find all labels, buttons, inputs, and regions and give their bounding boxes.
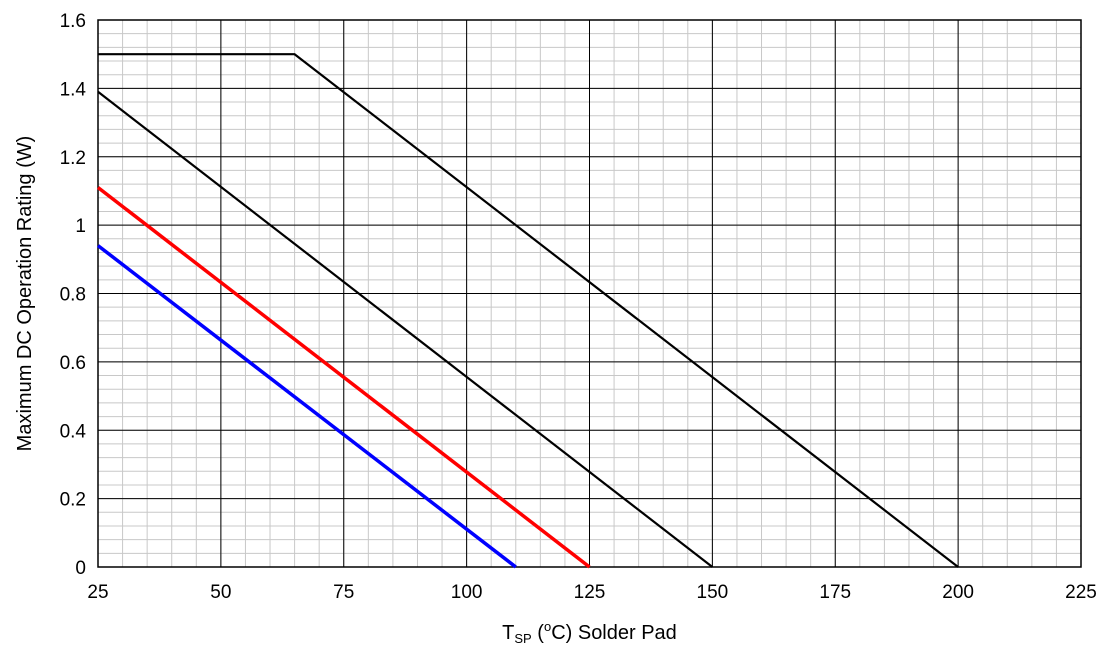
y-tick-label: 1.6 xyxy=(60,11,86,32)
y-tick-label: 0.6 xyxy=(60,353,86,374)
x-tick-label: 100 xyxy=(451,582,483,603)
series-line-2 xyxy=(97,90,714,568)
series-layer xyxy=(96,53,959,569)
x-axis-title-rest: C) Solder Pad xyxy=(551,622,677,644)
y-tick-label: 0.2 xyxy=(60,490,86,511)
y-tick-label: 1.2 xyxy=(60,148,86,169)
y-tick-label: 0.8 xyxy=(60,285,86,306)
x-axis-title: TSP (oC) Solder Pad xyxy=(502,619,677,646)
x-tick-label: 25 xyxy=(87,582,108,603)
x-tick-label: 225 xyxy=(1065,582,1097,603)
x-tick-label: 200 xyxy=(942,582,974,603)
x-tick-label: 175 xyxy=(819,582,851,603)
y-tick-label: 0 xyxy=(75,558,86,579)
x-tick-label: 50 xyxy=(210,582,231,603)
y-tick-label: 1.4 xyxy=(60,79,87,100)
y-tick-labels: 0 0.2 0.4 0.6 0.8 1 1.2 1.4 1.6 xyxy=(60,11,87,579)
x-axis-title-open: ( xyxy=(532,622,545,644)
x-axis-title-superscript: o xyxy=(544,619,551,634)
y-tick-label: 0.4 xyxy=(60,421,87,442)
x-axis-title-base: T xyxy=(502,622,514,644)
x-tick-label: 75 xyxy=(333,582,354,603)
y-tick-label: 1 xyxy=(75,216,86,237)
series-line-3 xyxy=(96,186,591,569)
x-tick-label: 125 xyxy=(574,582,606,603)
y-axis-title: Maximum DC Operation Rating (W) xyxy=(14,136,36,452)
series-line-1 xyxy=(98,53,959,568)
x-tick-label: 150 xyxy=(697,582,729,603)
x-axis-title-subscript: SP xyxy=(514,631,531,646)
x-tick-labels: 25 50 75 100 125 150 175 200 225 xyxy=(87,582,1096,603)
series-line-4 xyxy=(96,244,517,569)
